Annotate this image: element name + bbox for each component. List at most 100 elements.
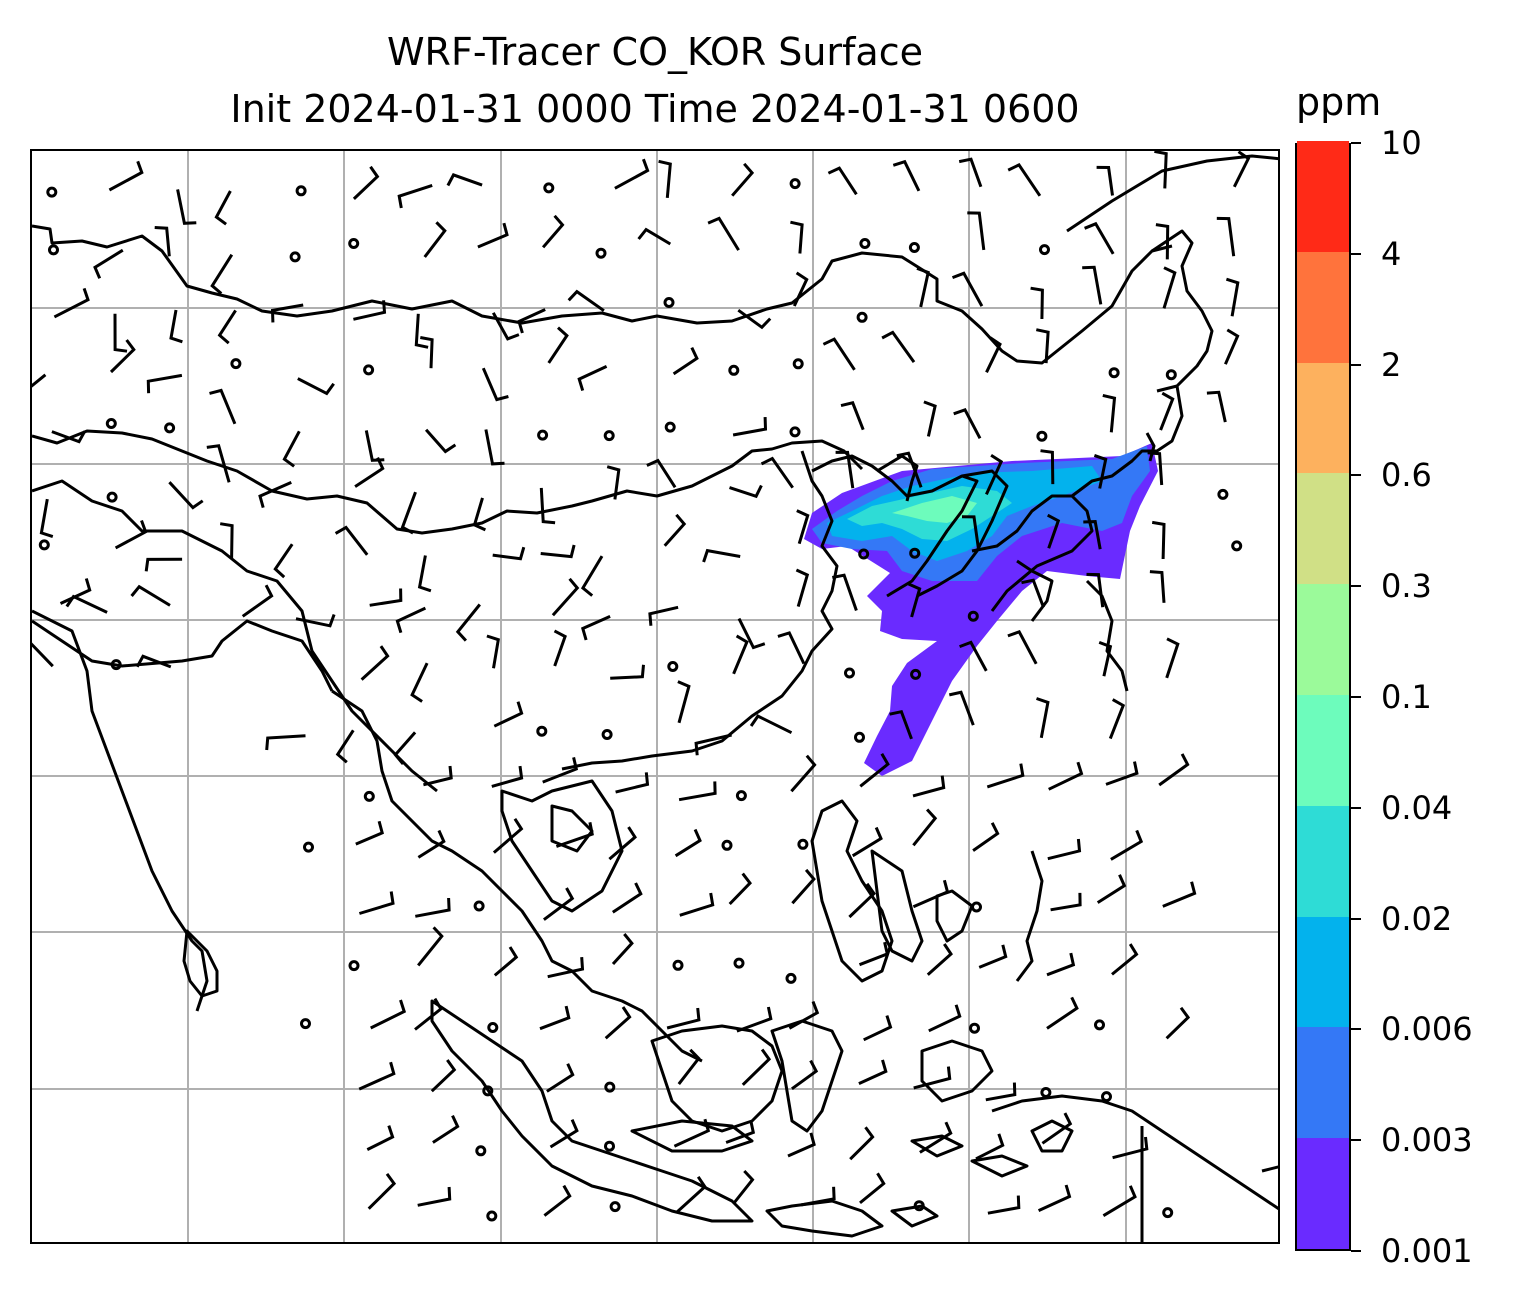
colorbar-tick-mark	[1351, 696, 1361, 698]
colorbar-tick-mark	[1351, 1028, 1361, 1031]
calm-wind-marker	[859, 238, 871, 249]
wind-barb	[840, 401, 865, 431]
wind-barb	[484, 429, 505, 466]
wind-barb	[858, 941, 890, 967]
wind-barb	[986, 763, 1025, 789]
calm-wind-marker	[164, 422, 176, 434]
colorbar-tick-label: 10	[1381, 124, 1422, 162]
wind-barb	[658, 159, 672, 199]
wind-barb	[417, 555, 432, 593]
calm-wind-marker	[971, 901, 982, 913]
wind-barb	[168, 481, 204, 510]
wind-barb	[241, 584, 274, 618]
calm-wind-marker	[537, 429, 549, 441]
colorbar-segment	[1297, 805, 1349, 917]
calm-wind-marker	[110, 659, 122, 671]
wind-barb	[863, 1015, 893, 1042]
wind-barb	[948, 690, 975, 726]
wind-barb	[144, 557, 183, 572]
wind-barb	[219, 522, 234, 559]
co-tracer-plume	[804, 443, 1158, 776]
map-panel[interactable]	[30, 149, 1280, 1244]
wind-barb	[432, 1114, 460, 1144]
wind-barb	[791, 868, 816, 905]
wind-barb	[206, 444, 231, 483]
colorbar-tick-label: 0.006	[1381, 1010, 1473, 1049]
calm-wind-marker	[910, 668, 922, 680]
calm-wind-marker	[543, 182, 555, 194]
wind-barb	[541, 214, 565, 249]
wind-barb	[858, 1059, 888, 1085]
wind-barb	[848, 882, 876, 919]
calm-wind-marker	[295, 185, 307, 197]
colorbar-tick-label: 2	[1381, 345, 1402, 384]
wind-barb	[146, 373, 183, 394]
wind-barb	[154, 226, 171, 257]
wind-barb	[972, 822, 1000, 852]
calm-wind-marker	[473, 900, 485, 912]
colorbar	[1295, 140, 1351, 1251]
calm-wind-marker	[858, 548, 870, 560]
wind-barb	[1159, 391, 1175, 431]
wind-barb	[1021, 578, 1045, 608]
colorbar-tick-label: 0.3	[1381, 567, 1432, 606]
wind-barb	[353, 300, 387, 321]
calm-wind-marker	[106, 491, 118, 503]
calm-wind-marker	[1036, 430, 1048, 442]
wind-barb	[1112, 1136, 1149, 1160]
wind-barb	[822, 337, 856, 371]
wind-barb	[1102, 393, 1117, 433]
wind-barb	[959, 640, 988, 672]
calm-wind-marker	[601, 729, 613, 740]
wind-barb	[360, 645, 390, 681]
wind-barb	[417, 829, 446, 859]
wind-barb	[926, 943, 953, 976]
wind-barb	[414, 997, 443, 1031]
wind-barb	[881, 330, 916, 363]
wind-barb	[472, 497, 487, 532]
calm-wind-marker	[300, 1018, 311, 1030]
wind-barb	[1216, 216, 1236, 257]
wind-barb	[731, 162, 755, 197]
wind-barb	[1108, 698, 1126, 740]
wind-barb	[604, 1006, 632, 1040]
calm-wind-marker	[609, 1201, 621, 1213]
wind-barb	[367, 1173, 397, 1210]
wind-barb	[958, 157, 983, 188]
wind-barb	[477, 222, 509, 249]
colorbar-tick-mark	[1351, 252, 1361, 255]
calm-wind-marker	[38, 539, 50, 551]
wind-barb	[417, 926, 444, 967]
wind-barb	[985, 453, 1004, 496]
wind-barb	[113, 313, 128, 353]
wind-barb	[364, 430, 385, 462]
wind-barb	[1158, 753, 1190, 787]
wind-barb	[987, 1195, 1021, 1215]
wind-barb	[53, 287, 90, 319]
colorbar-segment	[1297, 1137, 1349, 1249]
wind-barb	[916, 266, 930, 308]
wind-barb	[355, 820, 384, 846]
colorbar-tick-label: 4	[1381, 234, 1402, 273]
wind-barb	[539, 487, 556, 525]
wind-barb	[334, 525, 369, 556]
calm-wind-marker	[733, 957, 745, 969]
wind-barb	[369, 588, 403, 607]
colorbar-tick-mark	[1351, 474, 1361, 477]
wind-barb	[611, 882, 643, 914]
calm-wind-marker	[967, 610, 979, 622]
wind-barb	[788, 1000, 820, 1030]
wind-barb	[410, 662, 429, 703]
wind-barb	[1036, 697, 1050, 739]
calm-wind-marker	[604, 1081, 616, 1093]
colorbar-tick-mark	[1351, 917, 1361, 920]
calm-wind-marker	[789, 426, 801, 438]
wind-barb	[889, 709, 913, 740]
wind-barb	[414, 313, 429, 349]
wind-barb	[1082, 265, 1103, 305]
calm-wind-marker	[105, 418, 117, 429]
wind-barb	[135, 654, 172, 669]
wind-barb	[606, 465, 621, 500]
calm-wind-marker	[482, 1085, 494, 1097]
calm-wind-marker	[595, 247, 607, 259]
